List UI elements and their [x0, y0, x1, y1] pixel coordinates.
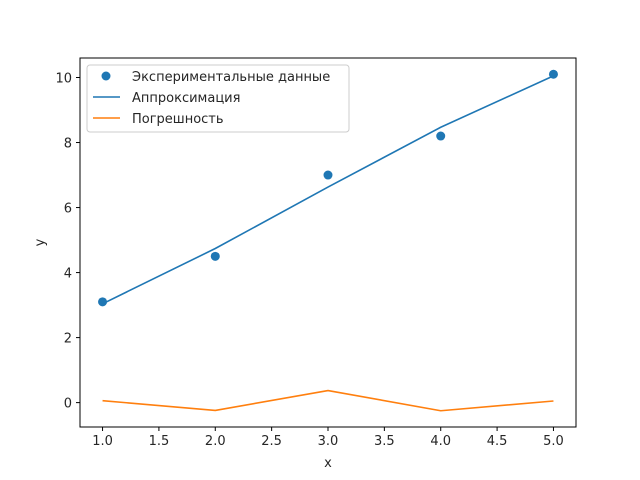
scatter-point	[98, 297, 108, 307]
y-tick-label: 4	[64, 267, 72, 282]
legend-box	[86, 64, 350, 133]
y-tick-label: 10	[55, 72, 72, 87]
y-axis-label: y	[33, 238, 48, 246]
x-tick-label: 5.0	[543, 434, 564, 449]
x-tick-label: 3.5	[374, 434, 395, 449]
x-tick-label: 1.5	[149, 434, 170, 449]
scatter-point	[323, 170, 333, 180]
series-line-1	[102, 75, 554, 305]
legend-marker	[101, 71, 111, 81]
x-axis-label: x	[324, 456, 332, 471]
series-layer	[98, 69, 558, 412]
legend: Экспериментальные данные Аппроксимация Пог…	[86, 64, 350, 133]
x-tick-label: 4.5	[487, 434, 508, 449]
y-tick-label: 8	[64, 137, 72, 152]
y-tick-label: 2	[64, 332, 72, 347]
ticks-layer: 1.0 1.5 2.0 2.5 3.0 3.5 4.0 4.5 5.0 0 2 4 6 8 10	[55, 72, 563, 449]
x-tick-label: 2.5	[261, 434, 282, 449]
y-tick-label: 6	[64, 202, 72, 217]
legend-label: Экспериментальные данные	[132, 70, 330, 85]
y-tick-label: 0	[64, 397, 72, 412]
series-line-2	[102, 389, 554, 412]
legend-label: Погрешность	[132, 112, 224, 127]
x-tick-label: 3.0	[318, 434, 339, 449]
scatter-point	[210, 251, 220, 261]
x-tick-label: 1.0	[92, 434, 113, 449]
legend-label: Аппроксимация	[132, 91, 240, 106]
scatter-point	[436, 131, 446, 141]
x-tick-label: 2.0	[205, 434, 226, 449]
x-tick-label: 4.0	[430, 434, 451, 449]
